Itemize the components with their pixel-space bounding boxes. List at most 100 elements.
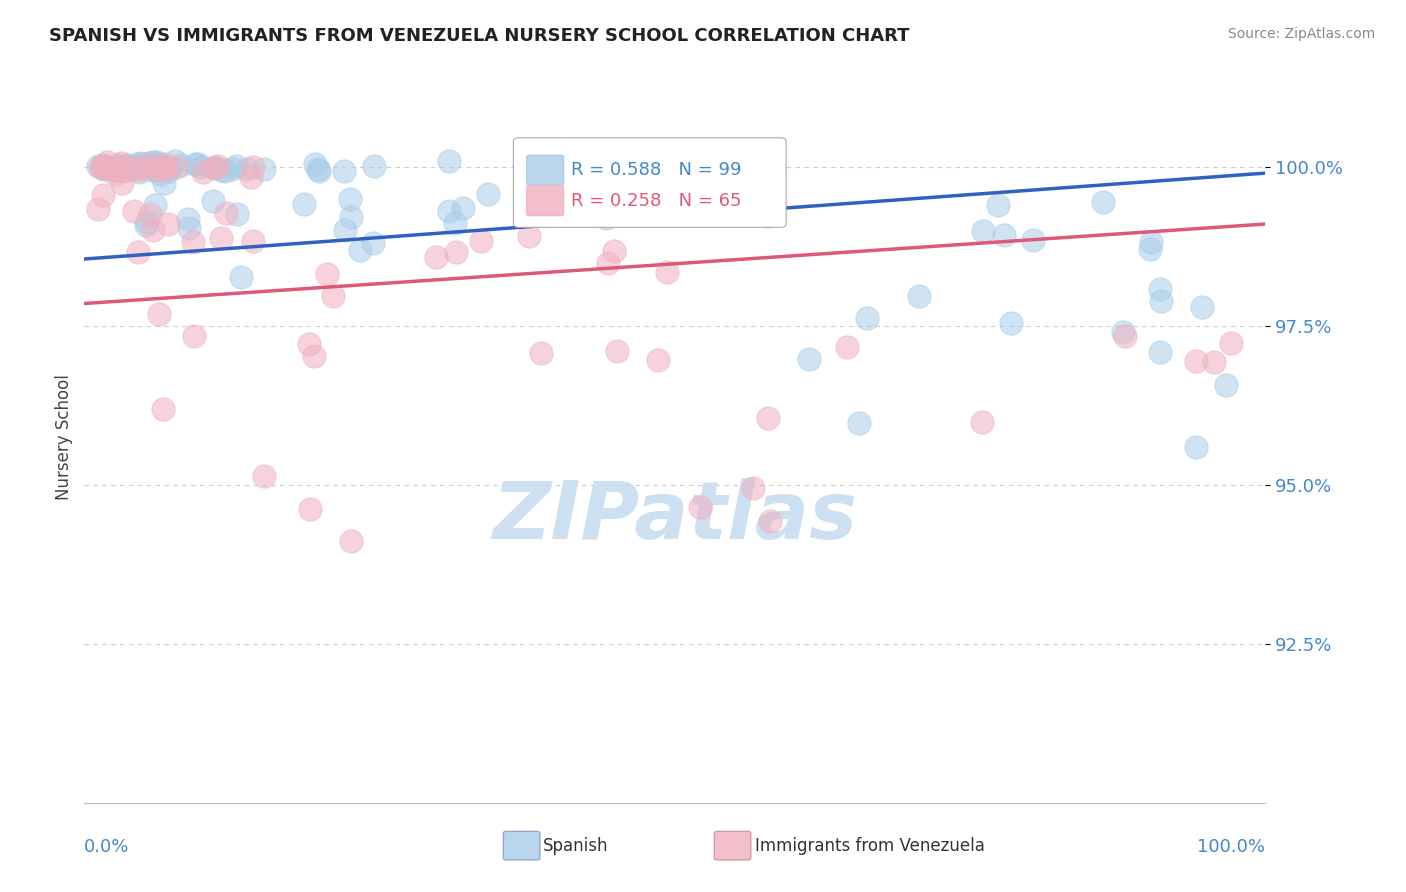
Point [225,159,247,173]
Point [339,192,361,206]
Point [202,161,225,175]
Point [135,158,157,172]
Point [141,161,163,176]
Point [134,159,156,173]
Point [425,250,447,264]
Point [1215,378,1237,392]
Point [470,235,492,249]
Point [91,158,114,172]
Point [578,171,600,186]
Point [156,164,179,178]
Point [139,207,162,221]
Point [530,345,553,359]
Point [477,186,499,201]
Point [204,161,226,176]
Point [221,161,243,176]
Point [647,353,669,368]
Point [104,167,127,181]
Point [149,157,172,171]
Point [163,153,186,168]
Point [183,329,205,343]
Point [148,307,170,321]
Point [145,160,167,174]
Point [614,188,637,202]
Text: R = 0.258   N = 65: R = 0.258 N = 65 [571,192,742,210]
Point [1021,233,1043,247]
Point [907,289,929,303]
Point [363,159,385,173]
Point [187,157,209,171]
Text: Immigrants from Venezuela: Immigrants from Venezuela [755,837,984,855]
Point [1140,235,1163,250]
Point [1184,354,1206,368]
Point [451,202,474,216]
Point [135,215,157,229]
Point [596,256,619,270]
Point [307,162,329,177]
Point [152,402,174,417]
Point [153,157,176,171]
Point [655,265,678,279]
Point [111,176,134,190]
Point [129,156,152,170]
Point [1191,300,1213,314]
Point [1139,242,1161,256]
Point [253,161,276,176]
Point [993,228,1015,243]
Point [125,161,148,175]
Point [96,154,118,169]
Point [689,500,711,515]
Point [1185,440,1208,454]
Point [91,187,114,202]
Point [105,158,128,172]
Point [93,161,115,175]
Point [149,167,172,181]
Point [179,221,201,235]
Point [143,158,166,172]
Point [316,267,339,281]
Point [742,481,765,495]
Point [207,160,229,174]
Point [799,351,821,366]
Point [105,161,128,176]
Point [170,158,193,172]
Point [856,310,879,325]
Point [103,162,125,177]
Point [201,194,224,208]
Point [606,343,628,358]
Point [142,223,165,237]
Point [308,163,330,178]
Point [114,163,136,178]
Point [302,350,325,364]
Point [333,163,356,178]
Point [128,162,150,177]
Text: ZIPatlas: ZIPatlas [492,477,858,556]
Point [970,415,993,429]
Point [298,336,321,351]
Point [91,161,114,176]
Text: R = 0.588   N = 99: R = 0.588 N = 99 [571,161,742,179]
Point [127,157,149,171]
Y-axis label: Nursery School: Nursery School [55,374,73,500]
Point [520,198,543,212]
Point [157,217,180,231]
Point [321,289,343,303]
Point [229,270,252,285]
Point [361,236,384,251]
Point [1150,294,1173,309]
Point [1149,282,1171,296]
Point [972,224,994,238]
Point [446,245,468,260]
Text: 0.0%: 0.0% [84,838,129,855]
Point [87,159,110,173]
Point [122,203,145,218]
Point [91,160,114,174]
Point [107,161,129,175]
Point [340,534,363,549]
Point [236,161,259,176]
Point [1000,316,1022,330]
Point [1092,194,1115,209]
Point [104,162,127,177]
Point [143,198,166,212]
Point [683,165,706,179]
